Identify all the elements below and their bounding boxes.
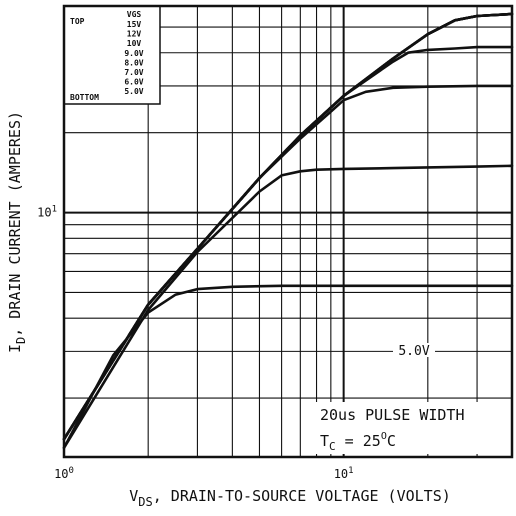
legend-bottom-label: BOTTOM (70, 93, 99, 102)
series-curve-6-0v (62, 164, 514, 450)
legend-top-label: TOP (70, 17, 85, 26)
pulse-width-text: 20us PULSE WIDTH (320, 406, 465, 424)
legend-entry: 5.0V (124, 87, 143, 96)
legend-entry: 7.0V (124, 68, 143, 77)
series-curve-5-0v (62, 284, 514, 450)
legend-box (63, 5, 161, 105)
legend-entry: 9.0V (124, 49, 143, 58)
curve-label-bg (393, 343, 435, 357)
legend-header: VGS (127, 10, 142, 19)
legend-entry: 15V (127, 20, 142, 29)
x-tick-label: 101 (334, 466, 354, 481)
minor-gridlines (64, 6, 512, 457)
curve-label-5v: 5.0V (398, 344, 429, 359)
y-tick-label: 101 (37, 205, 57, 220)
x-axis-title: VDS, DRAIN-TO-SOURCE VOLTAGE (VOLTS) (129, 487, 451, 509)
x-tick-label: 100 (54, 466, 74, 481)
series-curve-7-0v (62, 84, 514, 441)
y-tick-labels: 101 (37, 205, 57, 220)
plot-frame (62, 4, 514, 459)
annotation-bg (314, 402, 511, 454)
y-axis-title: ID, DRAIN CURRENT (AMPERES) (6, 111, 28, 353)
legend-entry: 6.0V (124, 78, 143, 87)
case-temp-text: TC = 25OC (320, 431, 396, 453)
legend-entry: 10V (127, 39, 142, 48)
legend: VGS TOP BOTTOM 15V12V10V9.0V8.0V7.0V6.0V… (63, 5, 161, 105)
legend-entry: 12V (127, 30, 142, 39)
x-tick-labels: 100 101 (54, 466, 354, 481)
legend-entry: 8.0V (124, 58, 143, 67)
major-gridlines (64, 6, 512, 457)
series-curve-8-0v (62, 45, 514, 441)
series-curves (62, 12, 514, 450)
test-conditions-annotation: 20us PULSE WIDTH TC = 25OC (314, 402, 511, 454)
